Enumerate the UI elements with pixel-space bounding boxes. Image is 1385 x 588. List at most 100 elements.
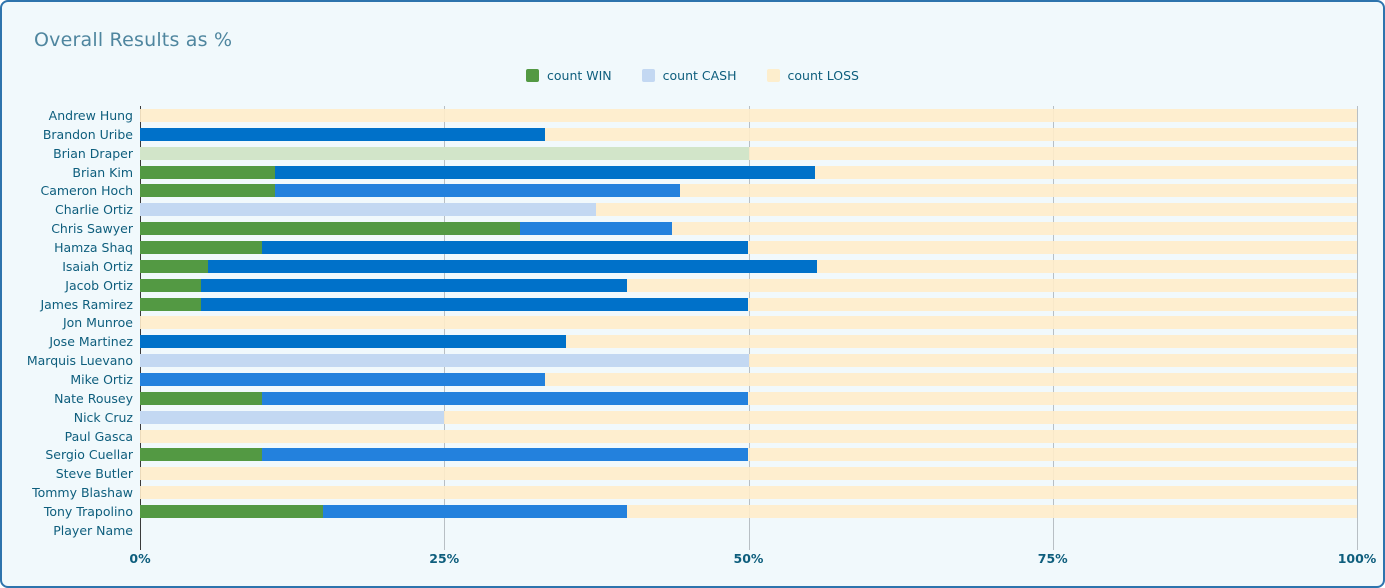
- y-axis-label: Andrew Hung: [48, 107, 133, 123]
- y-axis-label: Brian Kim: [72, 164, 133, 180]
- bar-segment-loss: [140, 316, 1357, 330]
- bar-segment-cash: [261, 391, 749, 405]
- bar-segment-win: [140, 504, 323, 518]
- y-axis-label: Sergio Cuellar: [45, 447, 133, 463]
- bar-stack: [140, 524, 1357, 537]
- bar-row: [140, 521, 1357, 540]
- legend-item-win[interactable]: count WIN: [526, 68, 612, 83]
- bar-row: [140, 313, 1357, 332]
- y-axis-label: Charlie Ortiz: [55, 202, 133, 218]
- x-axis-label: 50%: [733, 551, 764, 566]
- bar-rows: [140, 106, 1357, 540]
- bar-segment-win: [140, 259, 209, 273]
- y-axis-label: Player Name: [53, 522, 133, 538]
- bar-stack: [140, 410, 1357, 424]
- cash-swatch-icon: [641, 69, 655, 82]
- x-axis-label: 75%: [1037, 551, 1068, 566]
- y-axis-label: Steve Butler: [55, 466, 133, 482]
- bar-segment-loss: [672, 222, 1357, 236]
- bar-segment-win: [140, 146, 749, 160]
- bar-segment-loss: [748, 354, 1357, 368]
- bar-segment-win: [140, 240, 262, 254]
- bar-stack: [140, 222, 1357, 236]
- bar-row: [140, 181, 1357, 200]
- bar-segment-loss: [748, 146, 1357, 160]
- bar-row: [140, 464, 1357, 483]
- bar-segment-cash: [520, 222, 673, 236]
- bar-row: [140, 427, 1357, 446]
- y-axis-label: Chris Sawyer: [51, 221, 133, 237]
- y-axis-label: Tony Trapolino: [43, 503, 133, 519]
- bar-segment-cash: [261, 448, 749, 462]
- bar-row: [140, 106, 1357, 125]
- bar-row: [140, 200, 1357, 219]
- bar-segment-cash: [140, 127, 546, 141]
- legend: count WIN count CASH count LOSS: [2, 68, 1383, 83]
- bar-stack: [140, 127, 1357, 141]
- bar-segment-cash: [261, 240, 749, 254]
- bar-segment-loss: [748, 448, 1357, 462]
- bar-row: [140, 389, 1357, 408]
- bar-stack: [140, 467, 1357, 481]
- y-axis-label: Hamza Shaq: [54, 239, 133, 255]
- bar-segment-win: [140, 222, 521, 236]
- chart-title: Overall Results as %: [34, 29, 233, 51]
- bar-segment-loss: [545, 372, 1357, 386]
- y-axis-label: Jon Munroe: [62, 315, 133, 331]
- loss-swatch-icon: [766, 69, 780, 82]
- bar-stack: [140, 108, 1357, 122]
- bar-segment-cash: [140, 354, 749, 368]
- legend-item-loss[interactable]: count LOSS: [766, 68, 859, 83]
- bar-segment-loss: [748, 240, 1357, 254]
- bar-segment-loss: [680, 184, 1357, 198]
- bar-stack: [140, 354, 1357, 368]
- y-axis-label: Brian Draper: [53, 145, 133, 161]
- bar-row: [140, 502, 1357, 521]
- x-axis-label: 100%: [1337, 551, 1377, 566]
- y-axis-label: Paul Gasca: [64, 428, 133, 444]
- bar-row: [140, 408, 1357, 427]
- bar-segment-win: [140, 448, 262, 462]
- bar-stack: [140, 504, 1357, 518]
- bar-stack: [140, 240, 1357, 254]
- bar-row: [140, 332, 1357, 351]
- bar-segment-loss: [815, 165, 1357, 179]
- bar-segment-cash: [275, 165, 816, 179]
- y-axis-label: Tommy Blashaw: [32, 485, 133, 501]
- bar-stack: [140, 429, 1357, 443]
- y-axis-label: Jacob Ortiz: [65, 277, 133, 293]
- bar-row: [140, 219, 1357, 238]
- y-axis-label: James Ramirez: [40, 296, 133, 312]
- bar-segment-cash: [275, 184, 681, 198]
- bar-segment-loss: [140, 429, 1357, 443]
- legend-item-cash[interactable]: count CASH: [641, 68, 737, 83]
- y-axis-label: Isaiah Ortiz: [62, 258, 133, 274]
- bar-segment-loss: [565, 335, 1357, 349]
- bar-segment-loss: [748, 391, 1357, 405]
- y-axis-label: Nick Cruz: [73, 409, 133, 425]
- bar-row: [140, 483, 1357, 502]
- y-axis-label: Nate Rousey: [54, 390, 133, 406]
- bar-segment-win: [140, 391, 262, 405]
- bar-stack: [140, 297, 1357, 311]
- bar-segment-loss: [596, 203, 1357, 217]
- bar-row: [140, 144, 1357, 163]
- bar-segment-cash: [140, 203, 597, 217]
- bar-stack: [140, 372, 1357, 386]
- gridline: [1357, 106, 1358, 550]
- bar-segment-cash: [322, 504, 627, 518]
- bar-segment-loss: [545, 127, 1357, 141]
- bar-stack: [140, 316, 1357, 330]
- bar-segment-loss: [140, 108, 1357, 122]
- bar-segment-loss: [816, 259, 1357, 273]
- bar-stack: [140, 278, 1357, 292]
- bar-segment-win: [140, 165, 276, 179]
- bar-row: [140, 276, 1357, 295]
- bar-stack: [140, 391, 1357, 405]
- y-axis-label: Jose Martinez: [49, 334, 133, 350]
- bar-segment-cash: [140, 410, 445, 424]
- bar-stack: [140, 146, 1357, 160]
- y-axis-labels: Andrew Hung Brandon Uribe Brian Draper Bria…: [2, 106, 133, 540]
- bar-segment-win: [140, 297, 201, 311]
